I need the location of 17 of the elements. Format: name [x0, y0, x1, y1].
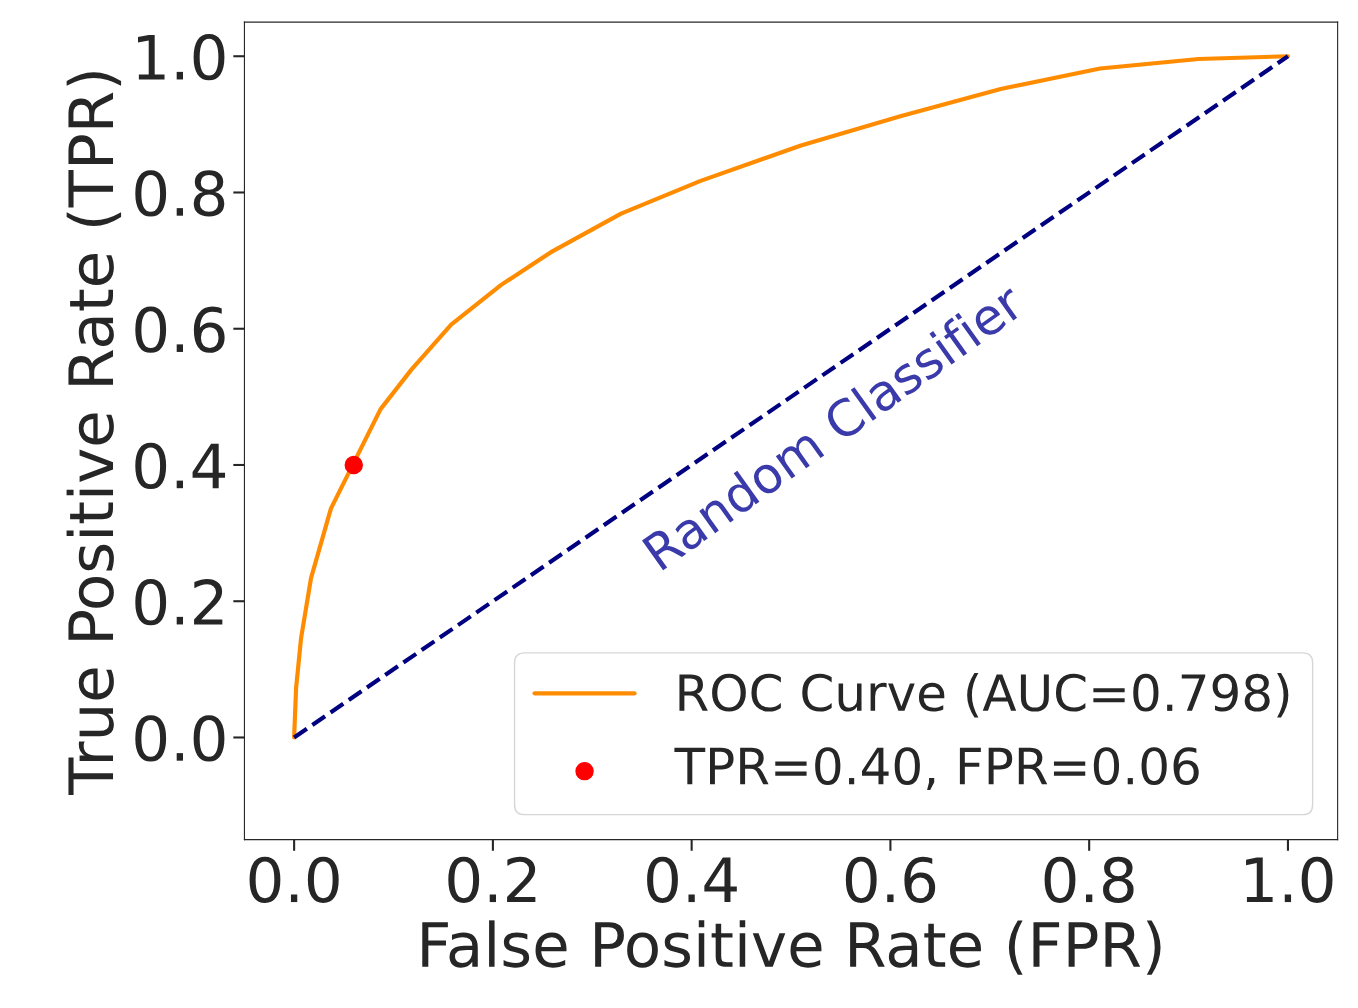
- y-tick-label: 0.6: [135, 306, 225, 353]
- y-tick-label: 0.4: [135, 442, 226, 490]
- x-tick-label: 0.2: [448, 856, 536, 903]
- y-tick-label: 0.2: [135, 579, 223, 626]
- x-tick-label: 0.6: [845, 856, 936, 903]
- y-axis-title: True Positive Rate (TPR): [66, 72, 122, 796]
- y-tick-label: 0.0: [135, 715, 225, 762]
- legend-label: TPR=0.40, FPR=0.06: [674, 747, 1199, 791]
- x-tick-label: 0.4: [647, 856, 737, 903]
- y-tick-label: 0.8: [135, 170, 225, 217]
- x-axis-title: False Positive Rate (FPR): [422, 920, 1161, 975]
- x-tick-label: 0.0: [249, 856, 339, 903]
- legend-label: ROC Curve (AUC=0.798): [679, 672, 1289, 718]
- x-tick-label: 1.0: [1246, 856, 1333, 903]
- y-tick-label: 1.0: [137, 34, 225, 81]
- x-tick-label: 0.8: [1044, 856, 1134, 903]
- line-series: [292, 54, 1291, 740]
